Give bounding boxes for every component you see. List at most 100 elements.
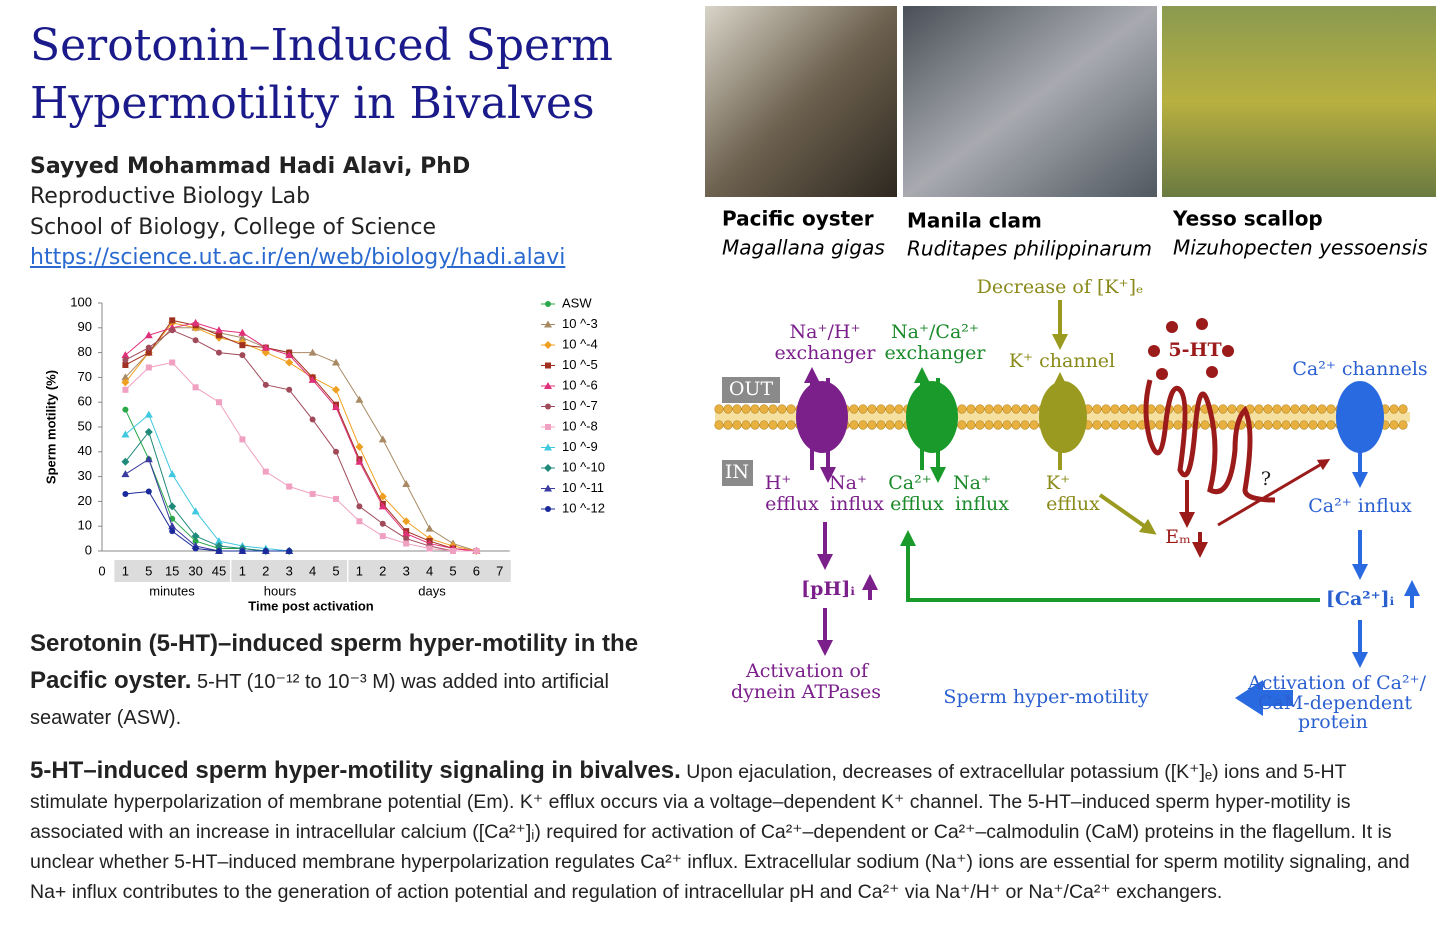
lipid-head	[1308, 404, 1318, 414]
summary-text: Upon ejaculation, decreases of extracell…	[30, 761, 1410, 903]
point	[168, 502, 177, 511]
point	[356, 518, 363, 525]
category-band	[231, 560, 347, 582]
legend-label: 10 ^-3	[562, 316, 598, 331]
point	[379, 520, 386, 527]
caption-title: Serotonin (5-HT)–induced sperm hyper-mot…	[30, 630, 639, 694]
point	[121, 351, 130, 359]
lipid-head	[777, 420, 787, 430]
label: Eₘ	[1165, 526, 1191, 548]
point	[378, 502, 387, 510]
lipid-head	[1038, 420, 1048, 430]
point	[121, 457, 130, 466]
point	[378, 435, 387, 443]
x-tick-label: 1	[239, 563, 246, 578]
lipid-head	[732, 420, 742, 430]
point	[144, 410, 153, 418]
lipid-head	[1263, 404, 1273, 414]
point	[169, 528, 176, 535]
lipid-head	[804, 420, 814, 430]
point	[308, 348, 317, 356]
label: Ca²⁺	[888, 472, 932, 494]
y-tick-label: 60	[78, 394, 92, 409]
lipid-head	[1308, 420, 1318, 430]
lipid-head	[1119, 420, 1129, 430]
label: K⁺ channel	[1009, 350, 1115, 372]
lipid-head	[1362, 404, 1372, 414]
legend-label: 10 ^-6	[562, 377, 598, 392]
legend-label: 10 ^-10	[562, 459, 605, 474]
point	[144, 455, 153, 463]
lipid-head	[741, 404, 751, 414]
lipid-head	[831, 404, 841, 414]
lipid-head	[930, 420, 940, 430]
lipid-head	[903, 420, 913, 430]
legend-label: ASW	[562, 295, 592, 310]
point	[309, 490, 316, 497]
group-label: hours	[264, 583, 297, 598]
lipid-head	[723, 420, 733, 430]
point	[121, 378, 130, 387]
label: Activation of	[745, 660, 870, 682]
lipid-head	[1128, 420, 1138, 430]
lipid-head	[1182, 404, 1192, 414]
point	[473, 548, 480, 554]
lipid-head	[1326, 404, 1336, 414]
lipid-head	[1074, 404, 1084, 414]
series-line	[125, 490, 290, 552]
point	[215, 537, 223, 545]
lipid-head	[912, 420, 922, 430]
lipid-head	[993, 420, 1003, 430]
label: Sperm hyper-motility	[943, 686, 1148, 708]
legend-label: 10 ^-8	[562, 418, 598, 433]
lipid-head	[1389, 404, 1399, 414]
lipid-head	[975, 420, 985, 430]
lipid-head	[948, 404, 958, 414]
lipid-head	[1002, 404, 1012, 414]
y-tick-label: 0	[85, 542, 92, 557]
category-band	[114, 560, 230, 582]
lipid-head	[876, 404, 886, 414]
label: efflux	[890, 493, 944, 515]
big-arrow	[1235, 680, 1293, 716]
lipid-head	[1101, 420, 1111, 430]
y-tick-label: 30	[78, 468, 92, 483]
lipid-head	[876, 420, 886, 430]
lipid-head	[1011, 420, 1021, 430]
lipid-head	[1110, 404, 1120, 414]
x-tick-label: 7	[496, 563, 503, 578]
lipid-head	[813, 420, 823, 430]
lipid-head	[750, 420, 760, 430]
lipid-head	[732, 404, 742, 414]
lipid-head	[1218, 404, 1228, 414]
lipid-head	[1002, 420, 1012, 430]
legend-label: 10 ^-9	[562, 439, 598, 454]
scallop-photo	[1162, 6, 1436, 197]
y-tick-label: 90	[78, 319, 92, 334]
label: exchanger	[885, 342, 987, 364]
point	[145, 349, 152, 356]
lipid-head	[777, 404, 787, 414]
series-line	[125, 329, 477, 552]
lipid-head	[1056, 404, 1066, 414]
oyster-photo	[705, 6, 897, 197]
point	[286, 483, 293, 490]
lipid-head	[894, 404, 904, 414]
point	[192, 337, 199, 344]
y-tick-label: 50	[78, 418, 92, 433]
url-link[interactable]: https://science.ut.ac.ir/en/web/biology/…	[30, 245, 566, 270]
point	[168, 470, 177, 478]
lipid-head	[1182, 420, 1192, 430]
lipid-head	[1083, 404, 1093, 414]
point	[145, 488, 152, 495]
lipid-head	[894, 420, 904, 430]
point	[355, 395, 364, 403]
point	[402, 529, 411, 537]
point	[309, 416, 316, 423]
lipid-head	[804, 404, 814, 414]
lipid-head	[1083, 420, 1093, 430]
lipid-head	[1380, 420, 1390, 430]
x-tick-label: 30	[188, 563, 202, 578]
lipid-head	[1092, 420, 1102, 430]
